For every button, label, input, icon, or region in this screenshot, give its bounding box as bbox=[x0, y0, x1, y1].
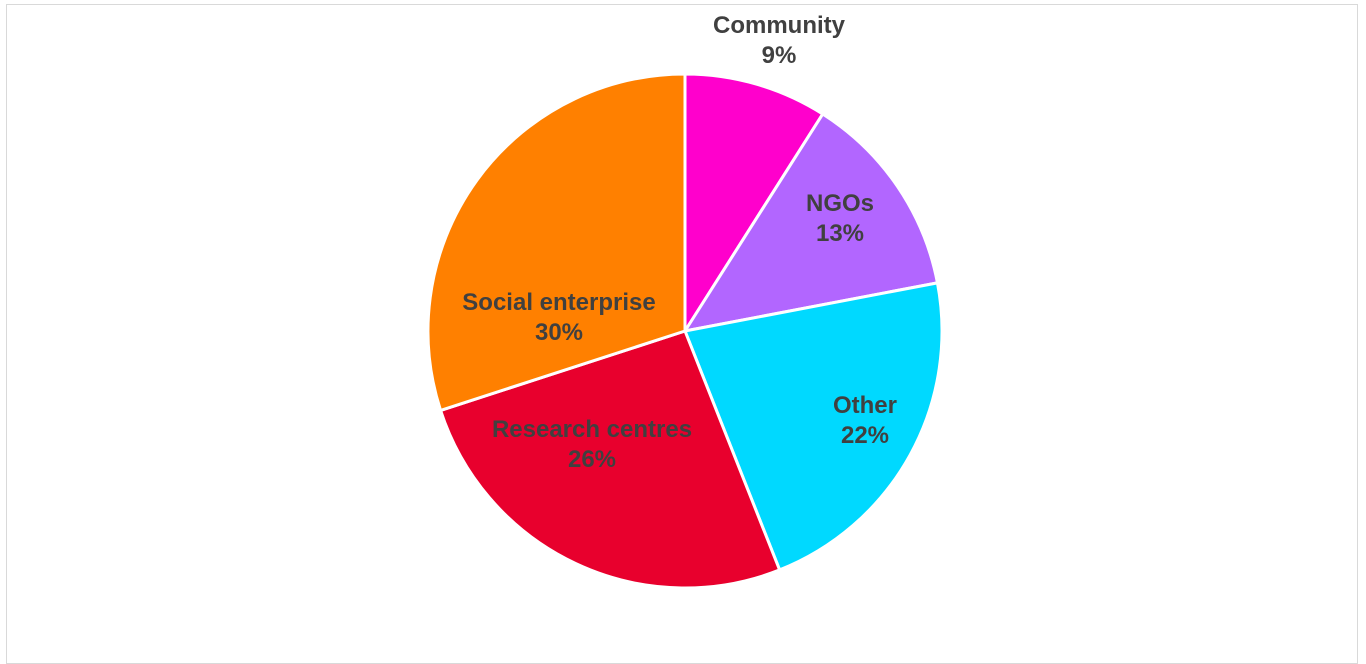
pie-slice-other bbox=[683, 281, 944, 572]
slice-value-community: 9% bbox=[762, 42, 797, 69]
slice-label-other: Other bbox=[833, 392, 897, 419]
pie-slice-community bbox=[683, 72, 825, 333]
slice-label-community: Community bbox=[713, 12, 846, 39]
slice-label-ngos: NGOs bbox=[806, 190, 874, 217]
pie-slices bbox=[426, 72, 944, 590]
pie-labels: Community 9% NGOs 13% Other 22% Research centr… bbox=[462, 12, 897, 473]
pie-slice-social-enterprise bbox=[426, 72, 687, 412]
pie-slice-ngos bbox=[683, 112, 939, 333]
slice-value-ngos: 13% bbox=[816, 220, 864, 247]
slice-value-research-centres: 26% bbox=[568, 446, 616, 473]
slice-value-other: 22% bbox=[841, 422, 889, 449]
slice-value-social-enterprise: 30% bbox=[535, 319, 583, 346]
pie-slice-research-centres bbox=[439, 329, 782, 590]
slice-label-research-centres: Research centres bbox=[492, 416, 692, 443]
slice-label-social-enterprise: Social enterprise bbox=[462, 289, 655, 316]
